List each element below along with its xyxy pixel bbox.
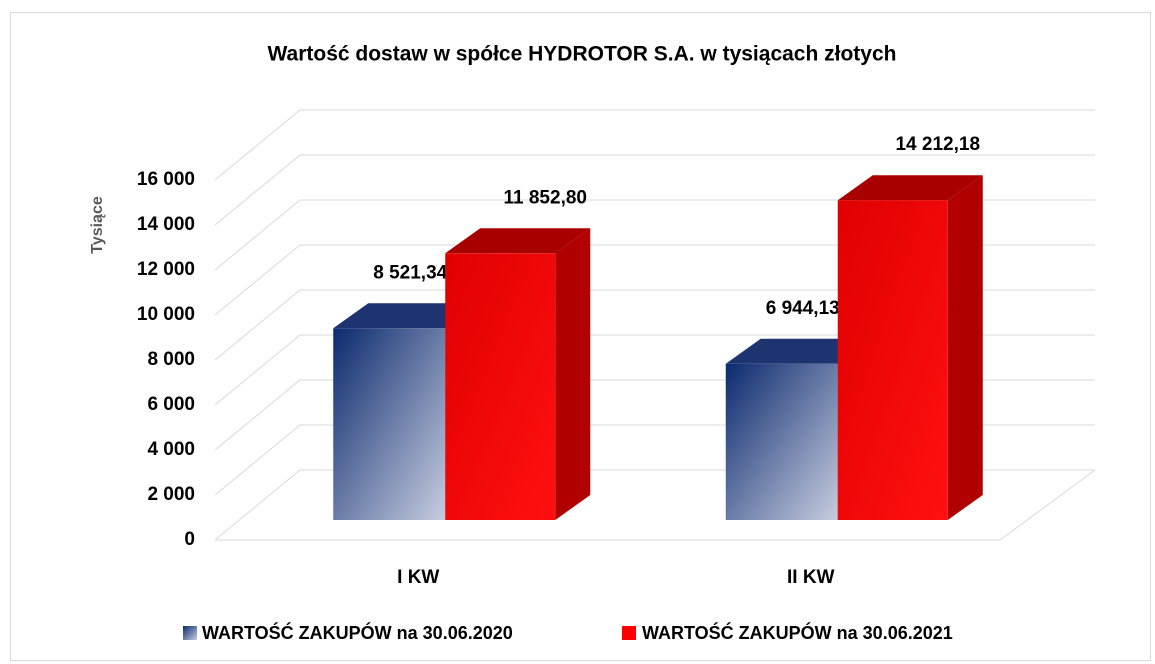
legend-label: WARTOŚĆ ZAKUPÓW na 30.06.2021 bbox=[642, 622, 953, 643]
data-label: 6 944,13 bbox=[766, 298, 840, 319]
bar bbox=[725, 363, 838, 520]
bar-top bbox=[445, 228, 591, 254]
grid-line bbox=[214, 244, 1095, 316]
legend-label: WARTOŚĆ ZAKUPÓW na 30.06.2020 bbox=[202, 622, 513, 643]
y-tick-label: 4 000 bbox=[147, 439, 195, 460]
bar-side bbox=[947, 175, 983, 520]
grid-line bbox=[214, 199, 1095, 271]
bar-side bbox=[555, 228, 591, 520]
bar-top bbox=[333, 303, 481, 329]
chart-title: Wartość dostaw w spółce HYDROTOR S.A. w … bbox=[268, 43, 897, 66]
y-tick-label: 8 000 bbox=[147, 349, 195, 370]
floor-edge bbox=[999, 469, 1096, 541]
bar-top bbox=[837, 175, 983, 201]
data-label: 11 852,80 bbox=[504, 187, 587, 208]
y-tick-label: 12 000 bbox=[137, 259, 195, 280]
y-tick-label: 6 000 bbox=[147, 394, 195, 415]
y-tick-label: 2 000 bbox=[147, 484, 195, 505]
x-tick-label: II KW bbox=[787, 567, 835, 588]
data-label: 8 521,34 bbox=[373, 262, 447, 283]
grid-line bbox=[214, 289, 1095, 361]
bar bbox=[445, 253, 556, 520]
data-label: 14 212,18 bbox=[895, 134, 980, 155]
y-tick-label: 10 000 bbox=[137, 304, 195, 325]
grid-line bbox=[214, 334, 1095, 406]
bar-top bbox=[725, 338, 873, 364]
y-tick-label: 0 bbox=[184, 529, 195, 550]
legend-marker bbox=[183, 626, 197, 640]
y-tick-label: 14 000 bbox=[137, 214, 195, 235]
y-tick-label: 16 000 bbox=[137, 169, 195, 190]
grid-line bbox=[214, 109, 1095, 181]
grid-line bbox=[214, 154, 1095, 226]
x-tick-label: I KW bbox=[397, 567, 439, 588]
legend-marker bbox=[622, 626, 636, 640]
bar bbox=[837, 200, 948, 520]
bar bbox=[333, 328, 446, 520]
y-axis-title: Tysiące bbox=[89, 196, 106, 254]
